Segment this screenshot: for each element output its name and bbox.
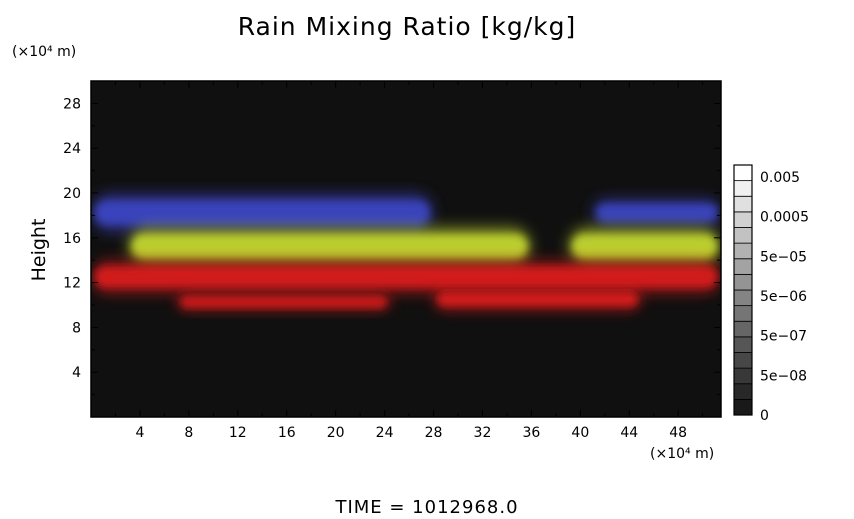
colorbar-label: 5e−08 xyxy=(760,368,807,384)
colorbar-swatch xyxy=(733,352,753,369)
time-label: TIME = 1012968.0 xyxy=(335,497,519,518)
x-tick-label: 8 xyxy=(184,425,193,441)
y-tick-label: 20 xyxy=(63,186,81,202)
colorbar-swatch xyxy=(733,273,753,291)
colorbar-label: 0.0005 xyxy=(760,210,809,226)
data-region xyxy=(176,293,391,311)
colorbar-swatch xyxy=(733,164,753,182)
colorbar-frame xyxy=(733,164,753,416)
y-tick-label: 8 xyxy=(72,320,81,336)
colorbar-swatch xyxy=(733,180,753,197)
colorbar-swatch xyxy=(733,320,753,338)
colorbar-swatch xyxy=(733,367,753,385)
x-tick-label: 4 xyxy=(135,425,144,441)
x-tick-label: 16 xyxy=(278,425,296,441)
x-tick-label: 44 xyxy=(620,425,638,441)
colorbar-swatch xyxy=(733,305,753,322)
data-layers xyxy=(91,193,721,311)
x-tick-label: 12 xyxy=(229,425,247,441)
x-ticks: 4 8 12 16 20 24 28 32 36 40 44 48 xyxy=(114,81,704,441)
colorbar-label: 5e−06 xyxy=(760,289,807,305)
colorbar: 0 5e−08 5e−07 5e−06 5e−05 0.0005 0.005 xyxy=(733,164,809,424)
colorbar-swatch xyxy=(733,289,753,307)
data-region xyxy=(127,226,532,266)
plot-frame xyxy=(90,80,722,418)
x-tick-label: 40 xyxy=(571,425,589,441)
colorbar-swatch xyxy=(733,195,753,213)
y-tick-label: 16 xyxy=(63,231,81,247)
x-tick-label: 24 xyxy=(376,425,394,441)
y-tick-label: 12 xyxy=(63,276,81,292)
colorbar-swatch xyxy=(733,336,753,353)
data-region xyxy=(91,193,434,233)
x-tick-label: 32 xyxy=(474,425,492,441)
y-tick-label: 24 xyxy=(63,141,81,157)
x-tick-label: 48 xyxy=(669,425,687,441)
colorbar-swatch xyxy=(733,383,753,400)
colorbar-label: 5e−07 xyxy=(760,329,807,345)
x-tick-label: 36 xyxy=(522,425,540,441)
colorbar-swatch xyxy=(733,258,753,275)
data-region xyxy=(568,226,721,266)
colorbar-label: 0.005 xyxy=(760,170,800,186)
colorbar-swatch xyxy=(733,242,753,260)
data-region xyxy=(592,198,721,227)
colorbar-swatch xyxy=(733,211,753,228)
data-region xyxy=(433,288,642,311)
colorbar-label: 0 xyxy=(760,408,769,424)
y-ticks: 4 8 12 16 20 24 28 xyxy=(63,96,721,396)
colorbar-label: 5e−05 xyxy=(760,249,807,265)
y-axis-unit: (×10⁴ m) xyxy=(12,44,77,60)
x-tick-label: 20 xyxy=(327,425,345,441)
data-region xyxy=(91,260,721,294)
colorbar-swatch xyxy=(733,398,753,416)
y-tick-label: 4 xyxy=(72,365,81,381)
x-axis-unit: (×10⁴ m) xyxy=(650,446,715,462)
chart-title: Rain Mixing Ratio [kg/kg] xyxy=(237,12,577,41)
colorbar-swatch xyxy=(733,227,753,244)
x-tick-label: 28 xyxy=(425,425,443,441)
y-tick-label: 28 xyxy=(63,96,81,112)
